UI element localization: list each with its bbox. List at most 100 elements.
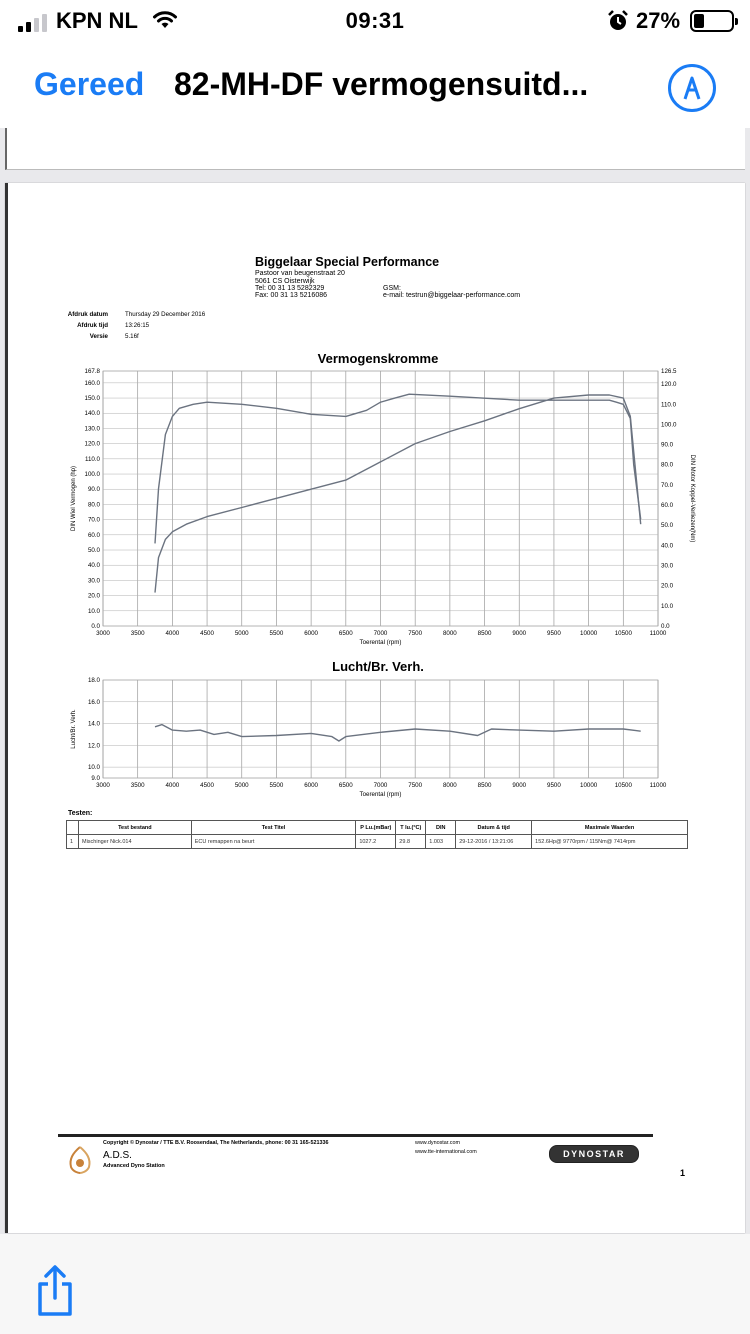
series-line-1 [154,723,641,742]
y-tick-label: 150.0 [85,395,101,402]
x-tick-label: 10500 [615,630,633,637]
y-tick-label: 14.0 [88,721,101,728]
x-tick-label: 4000 [165,630,179,637]
markup-pen-icon [683,76,701,100]
x-tick-label: 10000 [580,630,598,637]
footer-divider [58,1134,653,1137]
x-tick-label: 7500 [408,630,422,637]
y2-tick-label: 50.0 [661,522,674,529]
y-tick-label: 10.0 [88,608,101,615]
table-cell: ECU remappen na beurt [190,834,357,849]
column-header: T lu.(°C) [395,820,427,835]
y2-tick-label: 0.0 [661,623,670,630]
y2-tick-label: 30.0 [661,563,674,570]
print-time-label: Afdruk tijd [77,322,108,329]
wifi-icon [153,11,177,28]
dyno-report-page: Biggelaar Special Performance Pastoor va… [5,183,745,1233]
x-tick-label: 10000 [580,782,598,789]
markup-button[interactable] [668,64,716,112]
y2-tick-label: 90.0 [661,442,674,449]
x-tick-label: 5000 [235,630,249,637]
x-tick-label: 3000 [96,630,110,637]
print-time-value: 13:26:15 [125,322,150,329]
print-date-value: Thursday 29 December 2016 [125,311,206,318]
x-tick-label: 3500 [131,630,145,637]
series-line-2 [154,393,642,544]
table-cell: 1 [66,834,79,849]
column-header: DIN [425,820,457,835]
x-tick-label: 8500 [478,782,492,789]
share-icon [38,1265,72,1316]
y2-tick-label: 20.0 [661,583,674,590]
table-cell: 29-12-2016 / 13:21:06 [455,834,533,849]
x-tick-label: 5000 [235,782,249,789]
table-cell: 1.003 [425,834,457,849]
x-tick-label: 4000 [165,782,179,789]
tests-table: Test bestand Test Titel P Lu.(mBar) T lu… [66,820,688,849]
ads-brand-subtitle: Advanced Dyno Station [103,1163,165,1169]
share-button[interactable] [32,1264,78,1318]
x-tick-label: 3500 [131,782,145,789]
table-cell: Mischinger Nick.014 [77,834,192,849]
y-tick-label: 20.0 [88,593,101,600]
y-tick-label: 9.0 [91,775,100,782]
table-cell: 29.8 [395,834,427,849]
y2-tick-label: 10.0 [661,603,674,610]
footer-copyright: Copyright © Dynostar / TTE B.V. Roosenda… [103,1140,329,1146]
y-tick-label: 60.0 [88,532,101,539]
x-axis-label: Toerental (rpm) [360,639,402,646]
footer-website: www.dynostar.com [415,1140,460,1146]
done-button[interactable]: Gereed [34,66,145,102]
y-tick-label: 90.0 [88,486,101,493]
y-tick-label: 12.0 [88,742,101,749]
x-tick-label: 10500 [615,782,633,789]
x-tick-label: 9000 [512,630,526,637]
x-tick-label: 3000 [96,782,110,789]
navigation-bar: Gereed 82-MH-DF vermogensuitd... [0,42,750,128]
y2-tick-label: 40.0 [661,542,674,549]
y-tick-label: 100.0 [85,471,101,478]
dynostar-logo: DYNOSTAR [549,1145,639,1163]
page-number: 1 [680,1168,686,1178]
fax-line: Fax: 00 31 13 5216086 [255,292,328,299]
email-line: e-mail: testrun@biggelaar-performance.co… [383,292,521,299]
ads-brand-name: A.D.S. [103,1150,132,1161]
x-tick-label: 8000 [443,630,457,637]
y-axis-label: Lucht/Br. Verh. [71,709,77,749]
y-tick-label: 80.0 [88,501,101,508]
x-tick-label: 6500 [339,630,353,637]
y-tick-label: 160.0 [85,380,101,387]
y2-axis-label: DIN Motor Koppel-Verliezen(Nm) [689,455,695,543]
x-tick-label: 9500 [547,782,561,789]
document-viewer[interactable]: Biggelaar Special Performance Pastoor va… [0,128,750,1234]
x-tick-label: 4500 [200,782,214,789]
y-tick-label: 16.0 [88,699,101,706]
y-tick-label: 140.0 [85,410,101,417]
x-tick-label: 5500 [270,782,284,789]
x-tick-label: 6000 [304,630,318,637]
x-axis-label: Toerental (rpm) [360,791,402,798]
column-header [66,820,79,835]
y-axis-label: DIN Wiel Vermogen (hp) [71,466,77,531]
tests-label: Testen: [68,810,93,817]
y-tick-label: 70.0 [88,517,101,524]
version-value: 5.16f [125,333,139,340]
column-header: Maximale Waarden [531,820,688,835]
table-cell: 1027.2 [355,834,397,849]
clock: 09:31 [345,8,405,33]
column-header: Test bestand [77,820,192,835]
power-torque-chart: 3000 3500 4000 4500 5000 5500 6000 6500 7000 7500… [71,368,695,646]
y2-tick-label: 80.0 [661,462,674,469]
alarm-clock-icon [608,10,628,30]
x-tick-label: 4500 [200,630,214,637]
ads-logo-icon [69,1146,91,1174]
x-tick-label: 11000 [650,630,667,637]
y-tick-label: 40.0 [88,562,101,569]
y-tick-label: 130.0 [85,425,101,432]
y2-tick-label: 60.0 [661,502,674,509]
version-label: Versie [89,333,108,340]
table-header-row: Test bestand Test Titel P Lu.(mBar) T lu… [66,820,688,835]
status-bar: KPN NL 09:31 27% [0,0,750,42]
footer-website: www.tte-international.com [415,1149,477,1155]
cellular-signal-icon [18,14,47,32]
